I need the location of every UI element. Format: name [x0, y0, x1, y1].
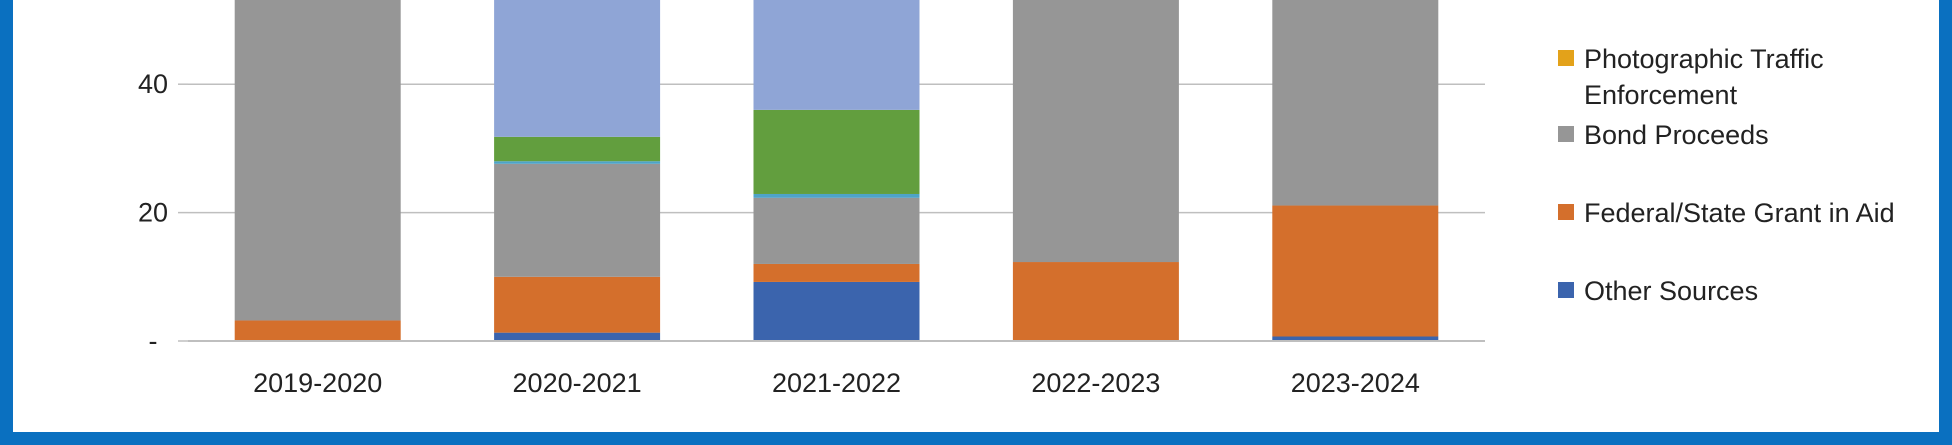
legend-label: Federal/State Grant in Aid	[1584, 198, 1895, 228]
x-tick-label: 2020-2021	[513, 368, 642, 398]
bar-segment	[494, 0, 661, 137]
bar-segment	[1272, 336, 1439, 341]
bar-segment	[753, 197, 920, 264]
stacked-bar-chart: - 20 40 2019-2020 2020-2021 2021-2022 2022-202…	[138, 0, 1895, 398]
bar-segment	[494, 163, 661, 277]
y-tick-label: 40	[138, 69, 168, 99]
legend-label: Other Sources	[1584, 276, 1758, 306]
bar-segment	[1272, 205, 1439, 337]
bar-segment	[1012, 262, 1179, 341]
bar-segment	[1272, 0, 1439, 206]
bar-segment	[234, 0, 401, 321]
legend-label: Photographic Traffic	[1584, 44, 1824, 74]
x-tick-label: 2022-2023	[1031, 368, 1160, 398]
legend: Photographic Traffic Enforcement Bond Proc…	[1558, 44, 1895, 306]
bar-segment	[753, 193, 920, 198]
bar-segment	[494, 136, 661, 162]
bar-segment	[494, 276, 661, 333]
bars	[234, 0, 1439, 341]
legend-swatch	[1558, 282, 1574, 298]
legend-label: Enforcement	[1584, 80, 1738, 110]
bar-segment	[753, 281, 920, 341]
bar-segment	[1012, 0, 1179, 263]
bar-segment	[494, 332, 661, 341]
legend-swatch	[1558, 126, 1574, 142]
x-tick-label: 2023-2024	[1291, 368, 1420, 398]
bar-segment	[753, 263, 920, 282]
y-tick-label: 20	[138, 198, 168, 228]
bar-segment	[753, 109, 920, 194]
y-tick-label: -	[149, 326, 158, 356]
axes: - 20 40 2019-2020 2020-2021 2021-2022 2022-202…	[138, 69, 1485, 398]
bar-segment	[234, 320, 401, 341]
bar-segment	[494, 161, 661, 164]
bar-segment	[753, 0, 920, 110]
x-tick-label: 2021-2022	[772, 368, 901, 398]
x-tick-label: 2019-2020	[253, 368, 382, 398]
legend-swatch	[1558, 204, 1574, 220]
legend-label: Bond Proceeds	[1584, 120, 1769, 150]
legend-swatch	[1558, 50, 1574, 66]
